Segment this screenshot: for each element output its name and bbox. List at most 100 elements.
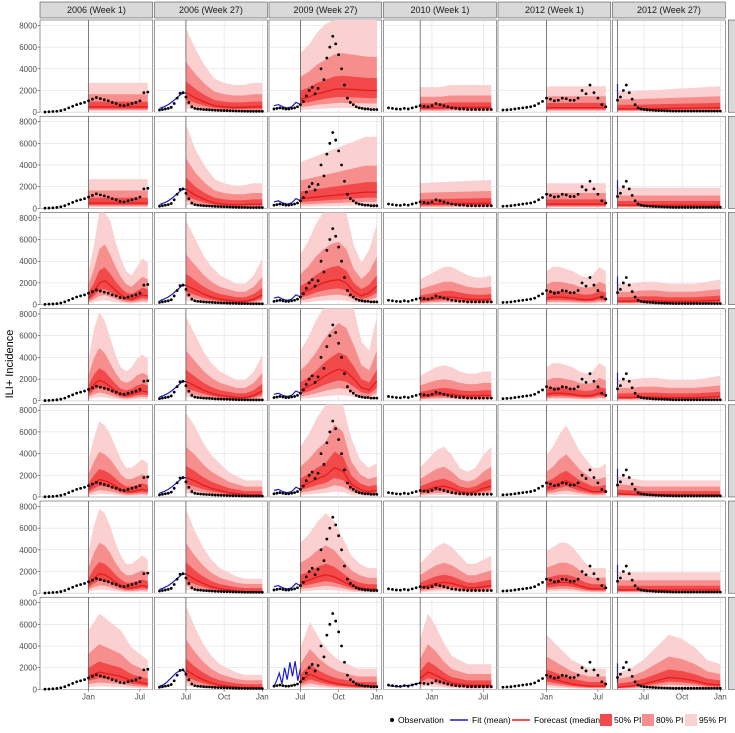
observation-point [138,580,142,584]
observation-point [489,108,493,111]
observation-point [560,577,564,581]
observation-point [462,396,466,399]
observation-point [418,200,422,204]
observation-point [604,201,608,205]
observation-point [645,589,649,593]
observation-point [166,299,170,303]
observation-point [142,187,146,191]
observation-point [663,686,666,690]
observation-point [481,300,485,304]
observation-point [553,484,556,488]
observation-point [284,492,288,496]
observation-point [418,585,422,589]
observation-point [450,683,454,687]
observation-point [458,396,462,399]
observation-point [474,492,477,496]
observation-point [627,187,631,191]
observation-point [485,204,489,208]
observation-point [553,676,556,680]
observation-point [118,488,122,492]
observation-point [55,109,59,113]
observation-point [346,192,349,196]
observation-point [296,393,299,397]
observation-point [642,589,646,592]
observation-point [509,300,513,304]
observation-point [642,300,646,304]
observation-point [630,290,634,293]
observation-point [216,301,220,305]
observation-point [639,396,643,399]
observation-point [278,202,282,206]
observation-point [671,686,675,690]
observation-point [325,633,329,637]
observation-point [87,195,90,199]
observation-point [83,197,86,201]
observation-point [454,684,458,688]
observation-point [190,393,194,397]
observation-point [592,668,596,672]
observation-point [406,492,410,496]
observation-point [196,492,200,496]
observation-point [313,380,317,384]
observation-point [331,515,335,519]
observation-point [252,687,255,690]
observation-point [422,104,426,108]
fit-mean-line [159,573,187,590]
observation-point [398,203,402,207]
observation-point [310,278,314,282]
observation-point [47,302,51,306]
observation-point [704,205,708,209]
facet-panel [383,19,497,113]
observation-point [59,397,63,401]
observation-point [63,204,67,208]
observation-point [572,483,576,487]
observation-point [343,276,346,279]
observation-point [576,192,580,196]
observation-point [442,104,446,108]
pi50-band [185,177,263,206]
observation-point [680,494,684,498]
observation-point [718,686,722,690]
facet-panel [39,308,154,402]
observation-point [169,202,173,205]
observation-point [257,687,261,690]
observation-point [202,108,205,111]
observation-point [517,395,521,399]
observation-point [556,579,560,583]
observation-point [134,293,138,297]
observation-point [95,192,98,196]
observation-point [190,586,194,590]
observation-point [213,397,217,401]
observation-point [316,86,320,90]
fit-mean-line [159,92,187,109]
observation-point [596,481,600,485]
forecast-median-line [419,485,492,494]
observation-point [187,197,191,201]
observation-point [225,109,229,113]
observation-point [219,109,223,112]
observation-point [354,393,358,397]
observation-point [63,300,67,304]
x-tick-label: Jan [82,692,95,701]
observation-point [134,101,138,104]
observation-point [234,205,238,209]
observation-point [158,204,161,208]
observation-point [313,669,317,673]
observation-point [580,666,584,670]
observation-point [310,566,314,570]
observation-point [91,482,94,486]
observation-point [205,589,208,593]
observation-point [592,476,596,479]
observation-point [343,83,346,87]
fit-mean-line [159,476,187,494]
facet-panel [268,596,383,690]
observation-point [489,300,493,304]
observation-point [654,301,658,305]
observation-point [666,205,669,209]
observation-point [363,684,367,688]
observation-point [210,589,214,593]
observation-point [485,589,489,592]
observation-point [340,356,343,359]
y-tick-label: 2000 [19,664,37,673]
observation-point [418,681,422,685]
